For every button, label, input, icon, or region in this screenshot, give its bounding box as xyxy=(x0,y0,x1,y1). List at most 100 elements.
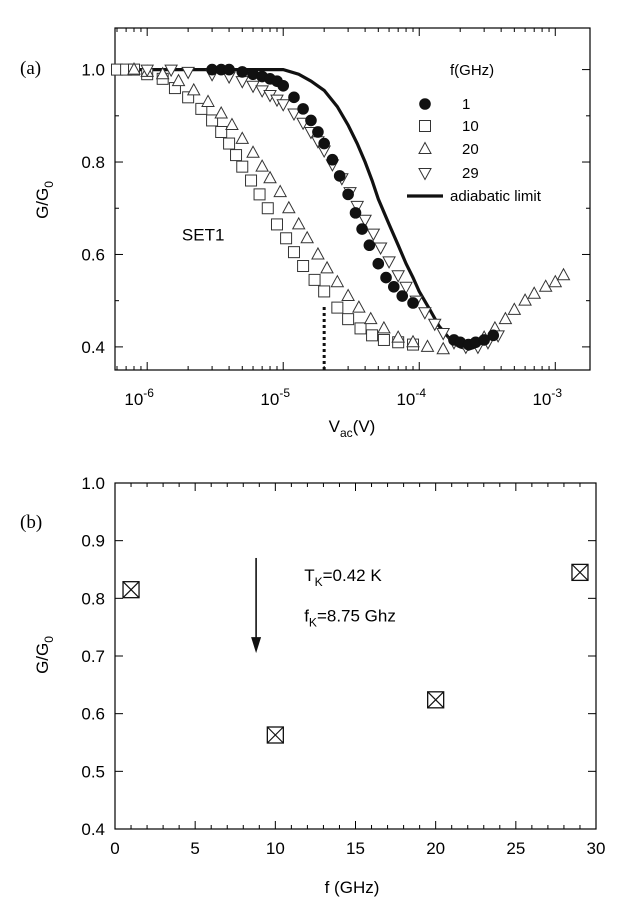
legend-marker-1 xyxy=(419,98,431,110)
series-10-point xyxy=(270,218,283,231)
series-10-point xyxy=(366,329,379,342)
series-20-point xyxy=(273,184,288,198)
series-20-point xyxy=(171,73,186,87)
series-10-point xyxy=(253,188,266,201)
svg-text:G/G0: G/G0 xyxy=(33,636,56,674)
series-29-point xyxy=(276,99,291,112)
series-1-point xyxy=(380,271,392,284)
series-10-point xyxy=(342,313,355,326)
panel-b-y-axis-label: G/G0 xyxy=(33,636,56,674)
legend-item-29: 29 xyxy=(418,165,479,182)
panel-a-annotation-set1: SET1 xyxy=(182,226,225,245)
series-20-point xyxy=(127,62,141,75)
series-29-point xyxy=(418,307,432,320)
series-29-point xyxy=(366,228,381,242)
series-29-point xyxy=(382,256,396,269)
series-29-point xyxy=(373,242,388,256)
series-20-point xyxy=(498,311,513,325)
panel-a-y-tick-label: 0.6 xyxy=(81,245,105,264)
series-1-point xyxy=(333,170,346,182)
series-1-point xyxy=(356,223,368,235)
series-20-point xyxy=(518,293,532,306)
panel-a-y-tick-label: 0.8 xyxy=(81,153,105,172)
series-1-point xyxy=(288,91,300,104)
series-20-point xyxy=(436,341,451,355)
panel-b-y-tick-label: 0.8 xyxy=(81,589,105,608)
panel-a-y-axis-label: G/G0 xyxy=(33,181,56,219)
series-29-point xyxy=(246,80,260,94)
panel-b-point xyxy=(122,581,140,599)
panel-b-x-tick-label: 15 xyxy=(346,839,365,858)
series-29-point xyxy=(399,281,413,295)
panel-b-x-tick-label: 30 xyxy=(587,839,606,858)
series-29-point xyxy=(350,200,365,214)
series-29-point xyxy=(391,270,406,283)
series-20-point xyxy=(311,246,325,260)
series-20-point xyxy=(263,170,277,184)
panel-a-y-tick-label: 1.0 xyxy=(81,61,105,80)
series-20-point xyxy=(235,131,250,144)
series-10-point xyxy=(297,260,310,273)
arrow-head xyxy=(251,637,262,654)
panel-a-x-axis-label: Vac(V) xyxy=(329,417,376,440)
panel-a-points xyxy=(111,62,571,355)
series-20-point xyxy=(363,311,378,325)
series-29-point xyxy=(436,328,451,341)
series-20-point xyxy=(420,339,435,352)
legend-label-29: 29 xyxy=(462,165,479,182)
series-29-point xyxy=(427,318,442,332)
panel-a-legend: f(GHz) 1 10 20 29 adiabatic limit xyxy=(407,62,542,205)
svg-text:G/G0: G/G0 xyxy=(33,181,56,219)
panel-b-point xyxy=(266,726,284,744)
series-10-point xyxy=(206,114,219,127)
panel-b-plot-frame xyxy=(114,482,597,830)
series-10-point xyxy=(195,102,208,115)
series-20-point xyxy=(377,320,391,334)
series-1-point xyxy=(312,126,324,138)
legend-label-10: 10 xyxy=(462,118,479,135)
series-10-point xyxy=(215,125,228,138)
panel-b-y-tick-label: 0.6 xyxy=(81,705,105,724)
series-10-point xyxy=(236,160,249,173)
panel-a-x-tick-label: 10-3 xyxy=(532,386,562,409)
series-1-point xyxy=(326,153,339,166)
panel-a-x-label-unit: (V) xyxy=(353,417,376,436)
series-10-point xyxy=(308,273,321,286)
series-29-point xyxy=(181,66,195,80)
panel-b-y-tick-label: 0.9 xyxy=(81,532,105,551)
series-20-point xyxy=(282,200,296,214)
legend-marker-29 xyxy=(418,168,432,181)
series-10-point xyxy=(377,333,390,346)
panel-b-x-axis-label: f (GHz) xyxy=(325,878,380,897)
series-1-point xyxy=(396,290,409,302)
series-10-point xyxy=(182,91,195,104)
series-10-point xyxy=(280,232,293,245)
panel-b-y-tick-label: 0.7 xyxy=(81,647,105,666)
series-1-point xyxy=(297,103,309,115)
series-29-point xyxy=(287,108,301,122)
series-20-point xyxy=(255,159,269,172)
series-20-point xyxy=(246,145,260,158)
series-10-point xyxy=(261,202,274,215)
series-1-point xyxy=(372,257,385,270)
series-1-point xyxy=(478,334,490,346)
panel-b-x-tick-label: 5 xyxy=(190,839,199,858)
series-20-point xyxy=(507,302,522,315)
panel-a-y-tick-label: 0.4 xyxy=(81,338,105,357)
legend-label-1: 1 xyxy=(462,96,470,113)
series-1-point xyxy=(305,114,317,127)
series-20-point xyxy=(201,94,215,107)
series-20-point xyxy=(538,279,553,292)
series-29-point xyxy=(140,64,155,78)
legend-label-adiabatic-limit: adiabatic limit xyxy=(450,188,542,205)
legend-item-20: 20 xyxy=(418,141,479,158)
series-20-point xyxy=(341,288,355,302)
panel-b-arrow xyxy=(251,557,262,654)
series-1-point xyxy=(318,137,330,150)
panel-b-y-label-sub: 0 xyxy=(42,636,56,643)
series-20-point xyxy=(155,66,170,80)
legend-label-20: 20 xyxy=(462,141,479,158)
panel-a-y-label-sub: 0 xyxy=(42,181,56,188)
panel-a: (a) 10-6 10-5 10-4 10-3 0.4 0.6 0.8 1.0 G/G0 Va… xyxy=(20,27,591,440)
legend-item-adiabatic-limit: adiabatic limit xyxy=(407,188,542,205)
